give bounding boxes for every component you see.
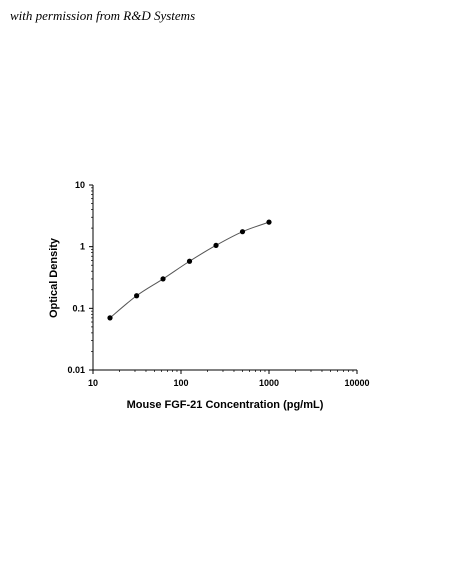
x-tick-label: 10000 [344,378,369,388]
fit-curve [109,221,270,319]
data-point [160,276,166,282]
x-tick-label: 100 [173,378,188,388]
data-point [266,219,272,225]
x-tick-label: 10 [88,378,98,388]
x-axis-label: Mouse FGF-21 Concentration (pg/mL) [127,399,324,411]
fit-curve-group [109,221,270,319]
data-point [213,242,219,248]
data-point [107,315,113,321]
y-tick-label: 1 [80,242,85,252]
axes: 0.01 0.1 1 10 10 100 1000 10000 [67,180,369,388]
x-tick-label: 1000 [259,378,279,388]
y-tick-label: 0.01 [67,365,85,375]
data-point [186,258,193,264]
y-tick-label: 10 [75,180,85,190]
y-tick-label: 0.1 [72,303,85,313]
data-points [107,219,272,321]
data-point [239,229,246,235]
y-axis-label: Optical Density [48,237,60,318]
data-point [134,293,140,299]
credit-text: with permission from R&D Systems [10,8,196,23]
